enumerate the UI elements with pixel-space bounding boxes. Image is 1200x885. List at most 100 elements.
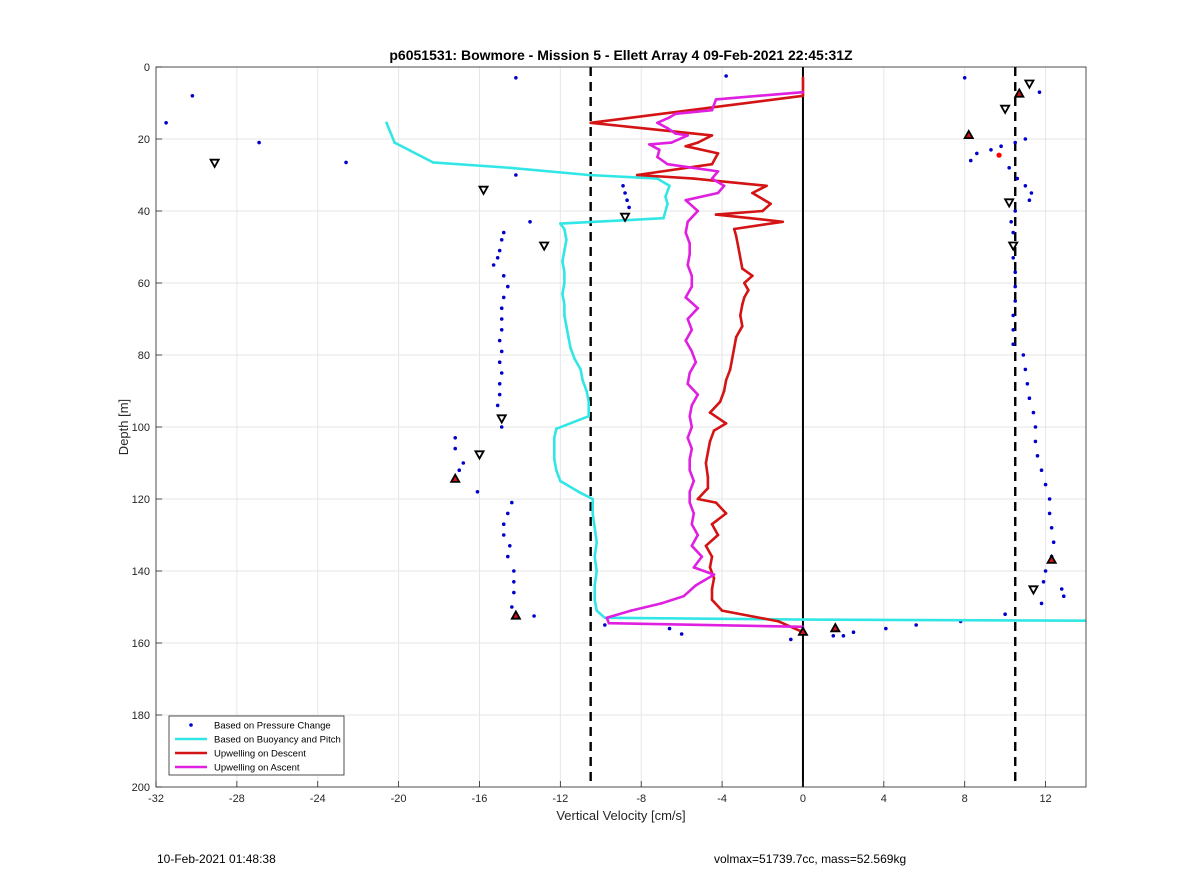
upwelling-on-ascent-point	[688, 501, 692, 504]
pressure-change-point	[1011, 328, 1016, 332]
down-triangle-marker	[1027, 585, 1040, 596]
up-triangle-marker	[1046, 553, 1058, 564]
pressure-change-point	[1013, 270, 1018, 275]
upwelling-on-ascent-point	[692, 479, 696, 483]
based-on-buoyancy-and-pitch-point	[664, 195, 667, 198]
pressure-change-point	[1059, 587, 1064, 591]
upwelling-on-ascent-point	[686, 263, 690, 267]
based-on-buoyancy-and-pitch-point	[801, 618, 805, 621]
pressure-change-point	[1007, 166, 1011, 170]
down-triangle-marker	[999, 104, 1011, 115]
pressure-change-point	[999, 144, 1003, 148]
based-on-buoyancy-and-pitch-point	[559, 479, 562, 483]
upwelling-on-ascent-point	[714, 98, 718, 101]
y-tick-label: 60	[138, 278, 150, 290]
based-on-buoyancy-and-pitch-point	[593, 598, 597, 602]
y-tick-label: 100	[132, 422, 150, 434]
upwelling-on-descent-point	[781, 220, 785, 224]
upwelling-on-descent-point	[724, 422, 728, 425]
based-on-buoyancy-and-pitch-point	[385, 121, 388, 125]
based-on-buoyancy-and-pitch-point	[431, 161, 435, 164]
upwelling-on-descent-point	[801, 76, 805, 80]
chart-title: p6051531: Bowmore - Mission 5 - Ellett A…	[389, 47, 853, 63]
up-triangle-marker	[449, 472, 461, 483]
x-tick-label: 12	[1039, 793, 1051, 805]
based-on-buoyancy-and-pitch-point	[563, 249, 566, 252]
pressure-change-point	[532, 614, 536, 618]
based-on-buoyancy-and-pitch-point	[561, 260, 564, 263]
pressure-change-point	[1013, 299, 1018, 303]
upwelling-on-descent-point	[696, 497, 700, 501]
pressure-change-point	[501, 522, 506, 526]
pressure-change-point	[1011, 255, 1016, 260]
based-on-buoyancy-and-pitch-point	[587, 400, 590, 404]
upwelling-on-descent-point	[716, 152, 720, 155]
upwelling-on-descent-point	[728, 368, 732, 371]
pressure-change-point	[475, 490, 480, 494]
pressure-change-point	[1013, 209, 1018, 213]
upwelling-on-descent-point	[751, 274, 754, 278]
pressure-change-point	[1031, 410, 1036, 415]
pressure-change-point	[257, 140, 261, 145]
upwelling-on-ascent-point	[660, 602, 663, 605]
upwelling-on-ascent-point	[658, 148, 661, 152]
based-on-buoyancy-and-pitch-point	[593, 584, 597, 587]
down-triangle-marker	[1023, 79, 1035, 90]
pressure-change-point	[501, 230, 506, 235]
x-tick-label: -28	[229, 793, 245, 805]
upwelling-on-descent-point	[724, 512, 728, 515]
based-on-buoyancy-and-pitch-point	[559, 222, 562, 225]
legend-marker	[189, 723, 193, 727]
upwelling-on-descent-point	[718, 400, 722, 404]
upwelling-on-ascent-point	[656, 155, 659, 159]
pressure-change-point	[975, 151, 979, 156]
x-tick-label: 8	[962, 793, 968, 805]
legend-label: Upwelling on Ascent	[214, 763, 300, 774]
pressure-change-point	[1039, 601, 1044, 606]
upwelling-on-ascent-point	[670, 141, 673, 144]
upwelling-on-descent-point	[704, 461, 708, 465]
pressure-change-point	[501, 533, 506, 537]
pressure-change-point	[1025, 382, 1030, 386]
upwelling-on-ascent-point	[690, 425, 694, 429]
based-on-buoyancy-and-pitch-point	[656, 177, 659, 180]
upwelling-on-descent-point	[589, 121, 592, 125]
pressure-change-point	[789, 637, 793, 642]
upwelling-on-descent-point	[710, 555, 714, 558]
based-on-buoyancy-and-pitch-point	[508, 166, 512, 170]
legend-label: Based on Pressure Change	[214, 721, 331, 732]
reference-lines	[589, 67, 1017, 787]
based-on-buoyancy-and-pitch-point	[555, 468, 558, 472]
upwelling-on-descent-point	[724, 378, 728, 382]
upwelling-on-descent-point	[704, 544, 708, 548]
based-on-buoyancy-and-pitch-point	[595, 540, 599, 544]
pressure-change-point	[505, 554, 510, 559]
pressure-change-point	[501, 295, 506, 300]
upwelling-on-ascent-line	[605, 90, 804, 629]
pressure-change-point	[1011, 230, 1016, 235]
pressure-change-point	[968, 158, 973, 163]
down-triangle-marker	[1007, 241, 1019, 252]
pressure-change-point	[1035, 454, 1040, 458]
based-on-buoyancy-and-pitch-point	[552, 458, 556, 461]
pressure-change-point	[164, 121, 168, 125]
upwelling-on-descent-point	[738, 314, 742, 317]
upwelling-on-ascent-point	[674, 112, 677, 116]
upwelling-on-ascent-point	[688, 468, 692, 472]
upwelling-on-ascent-point	[688, 242, 692, 245]
pressure-change-point	[497, 360, 502, 365]
upwelling-on-descent-point	[692, 177, 696, 180]
upwelling-on-ascent-point	[712, 573, 716, 576]
pressure-change-point	[1043, 482, 1048, 487]
pressure-change-point	[1013, 140, 1018, 145]
upwelling-on-ascent-point	[716, 170, 720, 173]
pressure-change-point	[499, 349, 504, 354]
upwelling-on-ascent-point	[607, 621, 611, 625]
upwelling-on-descent-point	[710, 162, 714, 166]
pressure-change-point	[1015, 176, 1020, 181]
upwelling-on-ascent-point	[688, 458, 692, 461]
pressure-change-point	[667, 626, 672, 631]
upwelling-on-descent-point	[730, 357, 734, 360]
upwelling-on-descent-point	[741, 303, 744, 306]
